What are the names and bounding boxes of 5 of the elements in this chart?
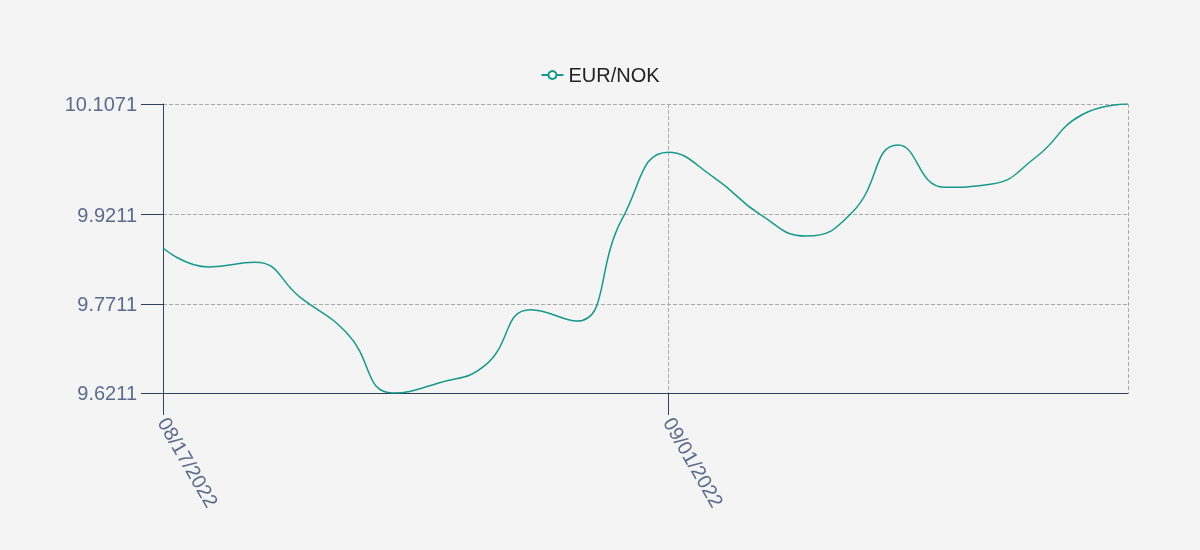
y-tick-label: 9.6211 [77, 382, 137, 404]
legend-label: EUR/NOK [568, 64, 661, 86]
y-tick-label: 10.1071 [64, 93, 137, 115]
y-tick-label: 9.7711 [77, 292, 137, 315]
y-tick-label: 9.9211 [77, 203, 137, 226]
